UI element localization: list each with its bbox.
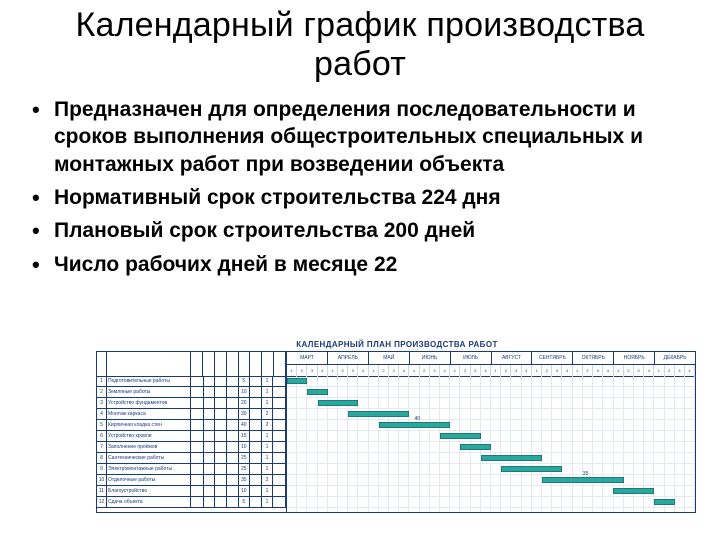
gantt-month-cell: ИЮЛЬ <box>451 352 492 364</box>
bullet-text: Плановый срок строительства 200 дней <box>54 219 475 242</box>
gantt-task-row: 6Устройство кровли151 <box>97 431 286 442</box>
gantt-task-row: 3Устройство фундаментов201 <box>97 398 286 409</box>
bullet-item: Нормативный срок строительства 224 дня <box>38 184 694 211</box>
gantt-task-row: 11Благоустройство101 <box>97 486 286 497</box>
gantt-chart: КАЛЕНДАРНЫЙ ПЛАН ПРОИЗВОДСТВА РАБОТ 1Под… <box>96 340 698 516</box>
bullet-text: Нормативный срок строительства 224 дня <box>54 186 501 209</box>
gantt-month-cell: МАЙ <box>369 352 410 364</box>
gantt-bar <box>501 466 562 472</box>
gantt-task-row: 12Сдача объекта51 <box>97 497 286 508</box>
gantt-body: 1Подготовительные работы512Земляные рабо… <box>96 351 696 513</box>
gantt-timeline: МАРТАПРЕЛЬМАЙИЮНЬИЮЛЬАВГУСТСЕНТЯБРЬОКТЯБ… <box>287 352 695 512</box>
gantt-month-cell: ИЮНЬ <box>410 352 451 364</box>
bullet-item: Плановый срок строительства 200 дней <box>38 217 694 244</box>
gantt-bar <box>654 499 674 505</box>
gantt-month-cell: НОЯБРЬ <box>614 352 655 364</box>
bullet-text: Предназначен для определения последовате… <box>54 98 643 176</box>
gantt-month-cell: АВГУСТ <box>492 352 533 364</box>
gantt-timeline-body: 40 35 <box>287 376 695 512</box>
bullet-list: Предназначен для определения последовате… <box>0 96 720 278</box>
gantt-bar <box>613 488 654 494</box>
gantt-bar <box>460 444 491 450</box>
gantt-bar <box>440 433 481 439</box>
gantt-title: КАЛЕНДАРНЫЙ ПЛАН ПРОИЗВОДСТВА РАБОТ <box>96 340 698 349</box>
gantt-task-row: 9Электромонтажные работы251 <box>97 464 286 475</box>
bullet-item: Число рабочих дней в месяце 22 <box>38 251 694 278</box>
gantt-task-row: 5Кирпичная кладка стен402 <box>97 420 286 431</box>
gantt-left-header <box>97 352 286 377</box>
gantt-month-cell: ОКТЯБРЬ <box>573 352 614 364</box>
gantt-bar <box>318 400 359 406</box>
gantt-left-rows: 1Подготовительные работы512Земляные рабо… <box>97 376 286 512</box>
gantt-bar <box>348 411 409 417</box>
gantt-month-cell: МАРТ <box>287 352 328 364</box>
title-line-2: работ <box>314 45 406 83</box>
gantt-bar <box>542 477 624 483</box>
gantt-bar <box>307 389 327 395</box>
gantt-task-row: 1Подготовительные работы51 <box>97 376 286 387</box>
gantt-bar <box>379 422 450 428</box>
bullet-item: Предназначен для определения последовате… <box>38 96 694 178</box>
gantt-task-row: 4Монтаж каркаса302 <box>97 409 286 420</box>
gantt-timeline-header: МАРТАПРЕЛЬМАЙИЮНЬИЮЛЬАВГУСТСЕНТЯБРЬОКТЯБ… <box>287 352 695 377</box>
gantt-month-cell: ДЕКАБРЬ <box>655 352 695 364</box>
gantt-bar-label: 35 <box>583 471 589 477</box>
gantt-task-row: 7Заполнение проёмов101 <box>97 442 286 453</box>
slide: Календарный график производства работ Пр… <box>0 0 720 540</box>
slide-title: Календарный график производства работ <box>0 0 720 90</box>
gantt-left-table: 1Подготовительные работы512Земляные рабо… <box>97 352 287 512</box>
gantt-bar <box>287 378 307 384</box>
gantt-months-row: МАРТАПРЕЛЬМАЙИЮНЬИЮЛЬАВГУСТСЕНТЯБРЬОКТЯБ… <box>287 352 695 365</box>
gantt-month-cell: АПРЕЛЬ <box>328 352 369 364</box>
title-line-1: Календарный график производства <box>76 6 645 44</box>
bullet-text: Число рабочих дней в месяце 22 <box>54 253 397 276</box>
gantt-task-row: 2Земляные работы101 <box>97 387 286 398</box>
gantt-bar <box>481 455 542 461</box>
gantt-task-row: 10Отделочные работы352 <box>97 475 286 486</box>
gantt-task-row: 8Сантехнические работы251 <box>97 453 286 464</box>
gantt-bar-label: 40 <box>415 416 421 422</box>
gantt-month-cell: СЕНТЯБРЬ <box>532 352 573 364</box>
